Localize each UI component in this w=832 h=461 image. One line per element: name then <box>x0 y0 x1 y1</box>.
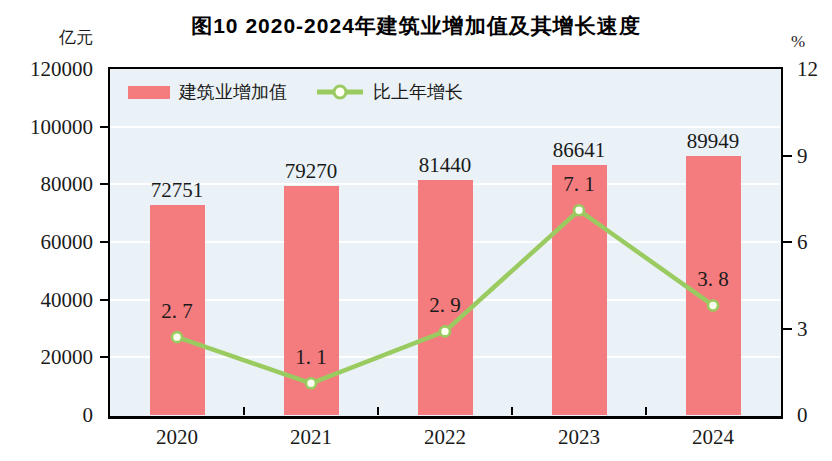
bar-2021 <box>284 186 339 415</box>
gridline <box>110 126 780 128</box>
x-axis-boundary-tick <box>377 407 379 415</box>
legend-bar-swatch <box>128 86 170 99</box>
right-axis-tick-label: 3 <box>797 318 832 340</box>
left-axis-tick <box>100 356 110 358</box>
right-axis-tick-label: 6 <box>797 231 832 253</box>
x-axis-category-label: 2020 <box>117 426 237 448</box>
left-axis-tick-label: 100000 <box>10 116 93 138</box>
figure-construction-value-chart: 图10 2020-2024年建筑业增加值及其增长速度 亿元 % 建筑业增加值 比… <box>0 0 832 461</box>
bar-value-label: 72751 <box>117 180 237 200</box>
left-axis-tick-label: 60000 <box>10 231 93 253</box>
growth-value-label: 7. 1 <box>519 174 639 194</box>
legend-bar-label: 建筑业增加值 <box>179 80 287 104</box>
left-axis-tick <box>100 241 110 243</box>
right-axis-tick-label: 0 <box>797 404 832 426</box>
bar-value-label: 86641 <box>519 140 639 160</box>
legend: 建筑业增加值 比上年增长 <box>128 80 463 104</box>
bar-value-label: 79270 <box>251 161 371 181</box>
x-axis-category-label: 2023 <box>519 426 639 448</box>
left-axis-tick <box>100 299 110 301</box>
x-axis-boundary-tick <box>511 407 513 415</box>
right-axis-tick <box>782 241 792 243</box>
legend-line-label: 比上年增长 <box>373 80 463 104</box>
left-axis-tick <box>100 126 110 128</box>
growth-value-label: 2. 7 <box>117 301 237 321</box>
growth-value-label: 3. 8 <box>653 269 773 289</box>
left-axis-tick-label: 0 <box>10 404 93 426</box>
x-axis-boundary-tick <box>243 407 245 415</box>
left-axis-unit-label: 亿元 <box>10 28 93 48</box>
bar-value-label: 81440 <box>385 155 505 175</box>
left-axis-tick-label: 80000 <box>10 173 93 195</box>
legend-marker-icon <box>334 86 346 98</box>
right-axis-tick-label: 9 <box>797 145 832 167</box>
right-axis-tick <box>782 155 792 157</box>
legend-line-marker-icon <box>316 82 364 102</box>
chart-title: 图10 2020-2024年建筑业增加值及其增长速度 <box>0 12 832 40</box>
growth-value-label: 1. 1 <box>251 347 371 367</box>
x-axis-category-label: 2022 <box>385 426 505 448</box>
left-axis-tick <box>100 183 110 185</box>
bar-value-label: 89949 <box>653 131 773 151</box>
x-axis-category-label: 2024 <box>653 426 773 448</box>
right-axis-tick-label: 12 <box>797 58 832 80</box>
bar-2023 <box>552 165 607 415</box>
left-axis-tick-label: 40000 <box>10 289 93 311</box>
right-axis-tick <box>782 328 792 330</box>
x-axis-category-label: 2021 <box>251 426 371 448</box>
left-axis-tick-label: 20000 <box>10 346 93 368</box>
right-axis-unit-label: % <box>791 32 805 52</box>
left-axis-tick-label: 120000 <box>10 58 93 80</box>
x-axis-boundary-tick <box>645 407 647 415</box>
growth-value-label: 2. 9 <box>385 295 505 315</box>
